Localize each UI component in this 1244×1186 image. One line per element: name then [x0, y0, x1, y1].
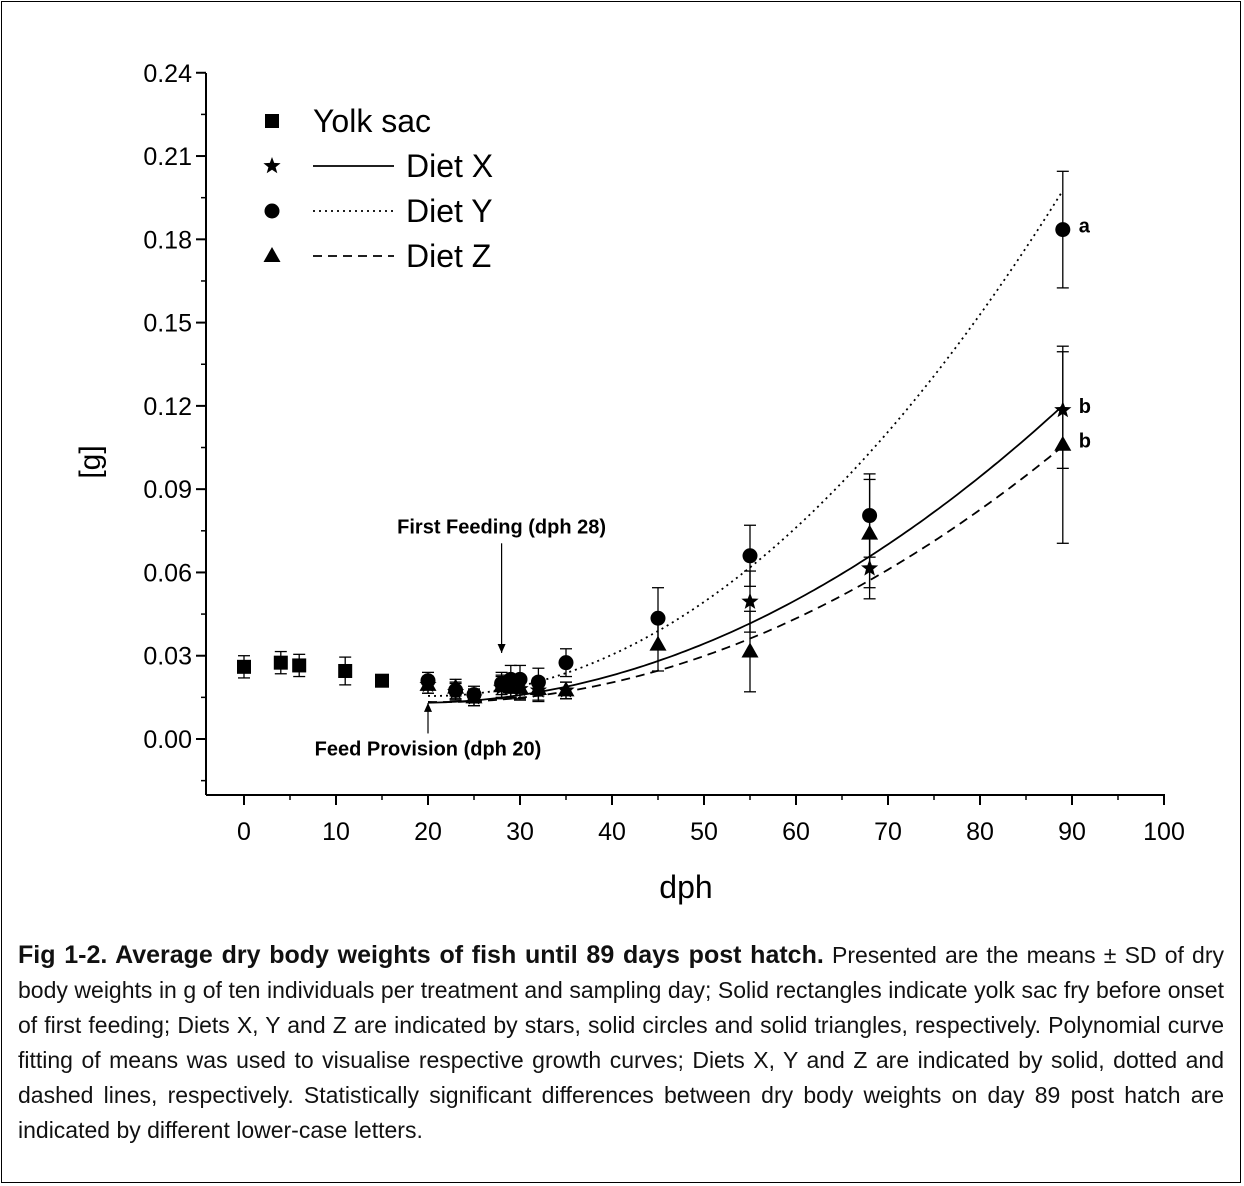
annotations: a bb First Feeding (dph 28) Feed Provision … — [315, 216, 1091, 761]
annotation-label: Feed Provision (dph 20) — [315, 738, 542, 760]
y-tick-label: 0.09 — [143, 476, 192, 504]
x-tick-label: 10 — [322, 818, 350, 846]
point-diet-y — [742, 548, 758, 564]
axes: 0 10 20 30 40 50 60 70 80 90 100 0.00 0.03 0.06 0.09 0.… — [143, 60, 1185, 846]
point-diet-z — [861, 524, 879, 540]
x-tick-label: 30 — [506, 818, 534, 846]
x-tick-label: 20 — [414, 818, 442, 846]
y-tick-label: 0.12 — [143, 393, 192, 421]
figure-caption: Fig 1-2. Average dry body weights of fis… — [18, 938, 1224, 1148]
point-diet-z — [419, 675, 437, 691]
point-diet-z — [529, 680, 547, 696]
data-marks — [237, 170, 1072, 707]
point-diet-z — [447, 678, 465, 694]
y-tick-label: 0.15 — [143, 310, 192, 338]
legend-label: Diet Z — [406, 238, 491, 274]
x-tick-label: 90 — [1058, 818, 1086, 846]
x-tick-label: 0 — [237, 818, 251, 846]
point-diet-z — [465, 688, 483, 704]
y-tick-label: 0.06 — [143, 559, 192, 587]
fit-curves — [427, 190, 1064, 704]
x-tick-label: 80 — [966, 818, 994, 846]
annotation-label: First Feeding (dph 28) — [397, 516, 606, 538]
y-tick-label: 0.18 — [143, 226, 192, 254]
point-yolk-sac — [237, 659, 251, 674]
x-tick-label: 70 — [874, 818, 902, 846]
legend-marker — [264, 203, 280, 219]
point-diet-z — [557, 681, 575, 697]
point-diet-z — [741, 642, 759, 658]
legend-label: Diet Y — [406, 193, 493, 229]
legend-label: Yolk sac — [313, 103, 431, 139]
caption-title: Fig 1-2. Average dry body weights of fis… — [18, 941, 824, 969]
point-yolk-sac — [273, 655, 288, 670]
x-tick-label: 100 — [1143, 818, 1185, 846]
y-tick-label: 0.21 — [143, 143, 192, 171]
significance-letter: b — [1079, 396, 1091, 418]
point-diet-y — [558, 655, 574, 671]
point-yolk-sac — [375, 673, 389, 688]
legend-label: Diet X — [406, 148, 493, 184]
fit-curve-diet-z — [427, 445, 1064, 703]
x-tick-label: 50 — [690, 818, 718, 846]
x-tick-label: 60 — [782, 818, 810, 846]
point-diet-y — [1055, 222, 1071, 238]
annotation-arrow-head — [424, 702, 432, 712]
x-tick-label: 40 — [598, 818, 626, 846]
y-axis-label: [g] — [74, 445, 107, 478]
x-axis-label: dph — [659, 869, 712, 905]
legend-marker — [263, 157, 281, 174]
point-diet-x — [741, 592, 759, 609]
y-tick-label: 0.00 — [143, 726, 192, 754]
growth-chart: 0 10 20 30 40 50 60 70 80 90 100 0.00 0.03 0.06 0.09 0.… — [74, 60, 1185, 905]
y-tick-label: 0.24 — [143, 60, 192, 88]
legend-marker — [265, 114, 279, 128]
legend-marker — [263, 247, 281, 262]
caption-text: Presented are the means ± SD of dry body… — [18, 942, 1224, 1143]
significance-letter: a — [1079, 216, 1091, 238]
point-diet-z — [1054, 435, 1072, 451]
point-diet-z — [511, 678, 529, 694]
legend: Yolk sac Diet X Diet Y Diet Z — [263, 103, 493, 274]
annotation-arrow-head — [497, 643, 506, 653]
fit-curve-diet-y — [427, 190, 1064, 697]
y-tick-label: 0.03 — [143, 643, 192, 671]
significance-letter: b — [1079, 431, 1091, 453]
point-yolk-sac — [338, 663, 353, 678]
point-yolk-sac — [292, 658, 307, 673]
point-diet-z — [649, 635, 667, 651]
